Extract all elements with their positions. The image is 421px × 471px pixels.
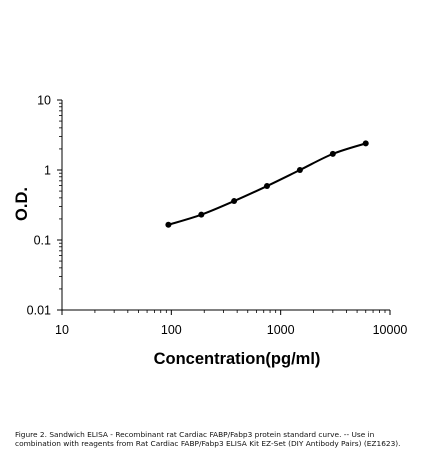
- y-axis-title: O.D.: [13, 187, 31, 221]
- x-tick-label: 10: [55, 323, 69, 337]
- data-point: [231, 198, 238, 205]
- series: [165, 140, 369, 228]
- ticks: [57, 99, 391, 315]
- data-point: [264, 183, 271, 190]
- y-tick-label: 0.1: [34, 234, 51, 248]
- x-tick-label: 10000: [373, 323, 408, 337]
- x-axis-title: Concentration(pg/ml): [154, 350, 321, 368]
- y-tick-label: 1: [44, 164, 51, 178]
- x-tick-label: 1000: [267, 323, 295, 337]
- tick-labels: 10 100 1000 10000 0.01 0.1 1 10: [27, 94, 408, 338]
- axes: [61, 100, 390, 311]
- data-point: [165, 221, 172, 228]
- y-tick-label: 10: [37, 94, 51, 108]
- data-point: [362, 140, 369, 147]
- data-point: [329, 150, 336, 157]
- data-point: [296, 167, 303, 173]
- y-tick-label: 0.01: [27, 304, 51, 318]
- x-tick-label: 100: [161, 323, 182, 337]
- data-point: [198, 211, 205, 218]
- figure-caption: Figure 2. Sandwich ELISA - Recombinant r…: [15, 430, 401, 449]
